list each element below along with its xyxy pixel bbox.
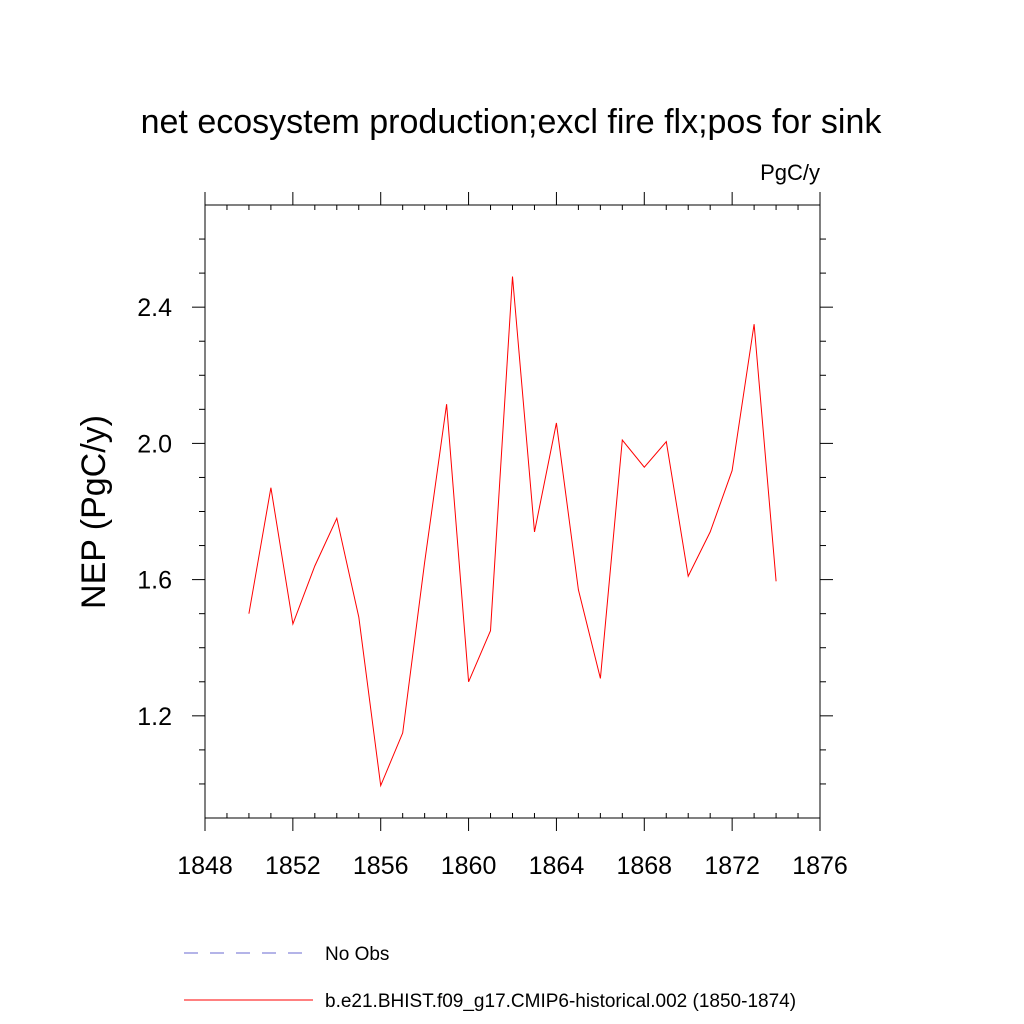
x-tick-label: 1856 xyxy=(353,852,409,880)
y-tick-label: 1.2 xyxy=(137,703,172,731)
y-tick-label: 1.6 xyxy=(137,567,172,595)
legend-label: b.e21.BHIST.f09_g17.CMIP6-historical.002… xyxy=(325,991,796,1012)
y-tick-label: 2.4 xyxy=(137,294,172,322)
x-tick-label: 1860 xyxy=(441,852,497,880)
x-tick-label: 1864 xyxy=(529,852,585,880)
series-group xyxy=(248,276,777,788)
x-tick-label: 1876 xyxy=(792,852,848,880)
x-tick-label: 1848 xyxy=(177,852,233,880)
y-tick-label: 2.0 xyxy=(137,430,172,458)
x-tick-label: 1872 xyxy=(704,852,760,880)
nep-series-line xyxy=(248,276,777,788)
legend-label: No Obs xyxy=(325,944,389,965)
units-label: PgC/y xyxy=(760,160,820,185)
x-tick-label: 1868 xyxy=(616,852,672,880)
legend: No Obs b.e21.BHIST.f09_g17.CMIP6-historic… xyxy=(184,944,796,1012)
plot-frame xyxy=(204,204,821,819)
axis-ticks: 1848 1852 1856 1860 1864 1868 1872 1876 1.2 1.6 2.… xyxy=(137,192,848,880)
y-axis-label: NEP (PgC/y) xyxy=(75,415,113,609)
x-tick-label: 1852 xyxy=(265,852,321,880)
chart-title: net ecosystem production;excl fire flx;p… xyxy=(141,103,883,141)
